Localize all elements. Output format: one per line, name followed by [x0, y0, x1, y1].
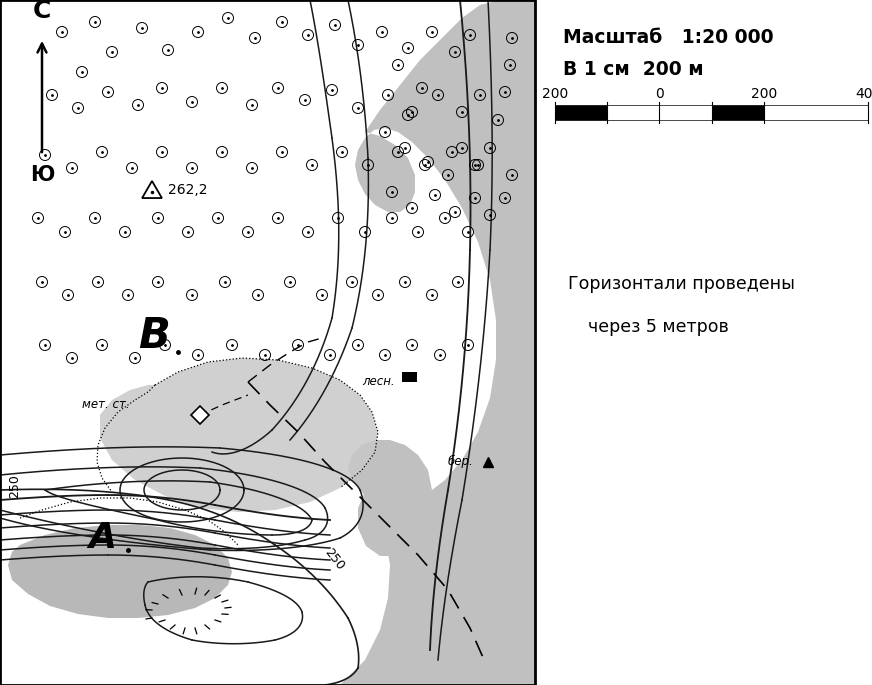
Text: 250: 250 [322, 546, 347, 573]
Text: лесн.: лесн. [362, 375, 395, 388]
Bar [607, 105, 659, 120]
Text: через 5 метров: через 5 метров [588, 318, 729, 336]
Polygon shape [310, 0, 535, 685]
Bar [0, 0, 535, 685]
Text: Горизонтали проведены: Горизонтали проведены [568, 275, 795, 293]
Text: С: С [33, 0, 51, 23]
Bar [659, 105, 712, 120]
Text: 400: 400 [855, 87, 872, 101]
Text: А: А [88, 521, 116, 555]
Text: В: В [138, 315, 170, 357]
Text: 0: 0 [655, 87, 664, 101]
Polygon shape [8, 525, 232, 618]
Text: бер.: бер. [448, 455, 473, 468]
Text: мет. ст.: мет. ст. [82, 398, 130, 411]
Text: Масштаб   1:20 000: Масштаб 1:20 000 [563, 28, 773, 47]
Text: 200: 200 [751, 87, 777, 101]
Bar [712, 105, 764, 120]
Text: 262,2: 262,2 [168, 183, 208, 197]
Bar [0, 0, 535, 685]
Bar [555, 105, 607, 120]
Text: В 1 см  200 м: В 1 см 200 м [563, 60, 704, 79]
Polygon shape [100, 358, 378, 512]
Text: 200: 200 [542, 87, 569, 101]
Text: 250: 250 [8, 474, 21, 498]
Bar [764, 105, 868, 120]
Bar [402, 372, 417, 382]
Text: Ю: Ю [30, 165, 54, 185]
Bar [535, 0, 872, 685]
